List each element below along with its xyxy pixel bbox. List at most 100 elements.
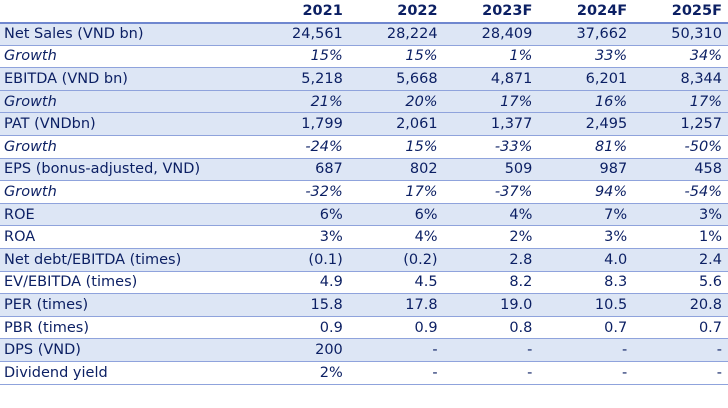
row-label: PER (times) xyxy=(0,293,254,317)
table-cell: -37% xyxy=(443,180,539,204)
table-cell: -33% xyxy=(443,135,539,159)
row-label: EV/EBITDA (times) xyxy=(0,271,254,295)
table-row: Growth -24% 15% -33% 81% -50% xyxy=(0,135,728,159)
table-cell: 17% xyxy=(633,90,728,114)
row-label: Growth xyxy=(0,45,254,69)
table-cell: 4.5 xyxy=(348,271,444,295)
table-cell: 0.7 xyxy=(538,316,634,340)
table-cell: 4% xyxy=(348,225,444,250)
table-cell: 20% xyxy=(348,90,444,114)
row-label: Dividend yield xyxy=(0,361,254,385)
table-cell: - xyxy=(443,361,539,385)
table-cell: 34% xyxy=(633,45,728,69)
table-cell: -50% xyxy=(633,135,728,159)
table-cell: 17.8 xyxy=(348,293,444,317)
table-cell: 28,224 xyxy=(348,22,444,46)
table-cell: 10.5 xyxy=(538,293,634,317)
table-cell: 8,344 xyxy=(633,67,728,91)
table-row: EV/EBITDA (times) 4.9 4.5 8.2 8.3 5.6 xyxy=(0,271,728,295)
table-cell: 4.9 xyxy=(254,271,349,295)
row-label: EPS (bonus-adjusted, VND) xyxy=(0,158,254,182)
table-cell: 987 xyxy=(538,158,634,182)
table-row: Growth 15% 15% 1% 33% 34% xyxy=(0,45,728,69)
table-cell: 0.8 xyxy=(443,316,539,340)
table-cell: 15% xyxy=(348,45,444,69)
table-row: PBR (times) 0.9 0.9 0.8 0.7 0.7 xyxy=(0,316,728,340)
table-row: PAT (VNDbn) 1,799 2,061 1,377 2,495 1,257 xyxy=(0,112,728,137)
row-label: PAT (VNDbn) xyxy=(0,112,254,137)
table-cell: 687 xyxy=(254,158,349,182)
table-cell: 33% xyxy=(538,45,634,69)
header-year: 2025F xyxy=(633,0,728,24)
table-cell: 509 xyxy=(443,158,539,182)
table-cell: 81% xyxy=(538,135,634,159)
table-cell: 5.6 xyxy=(633,271,728,295)
table-cell: 7% xyxy=(538,203,634,227)
row-label: PBR (times) xyxy=(0,316,254,340)
table-cell: 17% xyxy=(443,90,539,114)
table-cell: 5,218 xyxy=(254,67,349,91)
table-cell: 6,201 xyxy=(538,67,634,91)
row-label: ROE xyxy=(0,203,254,227)
table-cell: - xyxy=(538,361,634,385)
table-cell: 16% xyxy=(538,90,634,114)
row-label: Net Sales (VND bn) xyxy=(0,22,254,46)
table-row: ROA 3% 4% 2% 3% 1% xyxy=(0,225,728,250)
table-cell: - xyxy=(443,338,539,362)
table-row: Dividend yield 2% - - - - xyxy=(0,361,728,385)
table-body: Net Sales (VND bn) 24,561 28,224 28,409 37,6… xyxy=(0,22,728,385)
table-cell: 15% xyxy=(254,45,349,69)
table-cell: 5,668 xyxy=(348,67,444,91)
table-cell: 0.7 xyxy=(633,316,728,340)
header-corner xyxy=(0,0,254,24)
row-label: EBITDA (VND bn) xyxy=(0,67,254,91)
table-cell: 8.3 xyxy=(538,271,634,295)
row-label: ROA xyxy=(0,225,254,250)
table-cell: 24,561 xyxy=(254,22,349,46)
table-cell: 50,310 xyxy=(633,22,728,46)
table-cell: 2% xyxy=(254,361,349,385)
header-year: 2023F xyxy=(443,0,539,24)
table-cell: 3% xyxy=(254,225,349,250)
table-cell: 2% xyxy=(443,225,539,250)
table-cell: 94% xyxy=(538,180,634,204)
table-cell: - xyxy=(348,338,444,362)
table-cell: (0.2) xyxy=(348,248,444,272)
table-row: PER (times) 15.8 17.8 19.0 10.5 20.8 xyxy=(0,293,728,317)
table-cell: 19.0 xyxy=(443,293,539,317)
table-cell: -32% xyxy=(254,180,349,204)
table-row: Net debt/EBITDA (times) (0.1) (0.2) 2.8 4.0 2… xyxy=(0,248,728,272)
table-cell: 6% xyxy=(254,203,349,227)
row-label: Growth xyxy=(0,180,254,204)
financial-summary-table: 2021 2022 2023F 2024F 2025F Net Sales (V… xyxy=(0,0,728,385)
table-cell: (0.1) xyxy=(254,248,349,272)
table-cell: 6% xyxy=(348,203,444,227)
row-label: Growth xyxy=(0,135,254,159)
table-cell: 2.8 xyxy=(443,248,539,272)
table-cell: 37,662 xyxy=(538,22,634,46)
table-cell: 28,409 xyxy=(443,22,539,46)
table-cell: 2,495 xyxy=(538,112,634,137)
table-cell: 4,871 xyxy=(443,67,539,91)
table-cell: 2,061 xyxy=(348,112,444,137)
table-cell: 21% xyxy=(254,90,349,114)
table-cell: 3% xyxy=(538,225,634,250)
table-row: EPS (bonus-adjusted, VND) 687 802 509 987 458 xyxy=(0,158,728,182)
table-cell: 1,377 xyxy=(443,112,539,137)
table-row: ROE 6% 6% 4% 7% 3% xyxy=(0,203,728,227)
row-label: Net debt/EBITDA (times) xyxy=(0,248,254,272)
table-cell: 4.0 xyxy=(538,248,634,272)
table-cell: 200 xyxy=(254,338,349,362)
row-label: DPS (VND) xyxy=(0,338,254,362)
table-cell: 802 xyxy=(348,158,444,182)
table-cell: -24% xyxy=(254,135,349,159)
table-row: Growth -32% 17% -37% 94% -54% xyxy=(0,180,728,204)
table-cell: 17% xyxy=(348,180,444,204)
table-cell: 1,257 xyxy=(633,112,728,137)
table-cell: - xyxy=(348,361,444,385)
table-cell: - xyxy=(633,338,728,362)
table-cell: 4% xyxy=(443,203,539,227)
table-row: Net Sales (VND bn) 24,561 28,224 28,409 37,6… xyxy=(0,22,728,46)
table-cell: 8.2 xyxy=(443,271,539,295)
header-year: 2022 xyxy=(348,0,444,24)
